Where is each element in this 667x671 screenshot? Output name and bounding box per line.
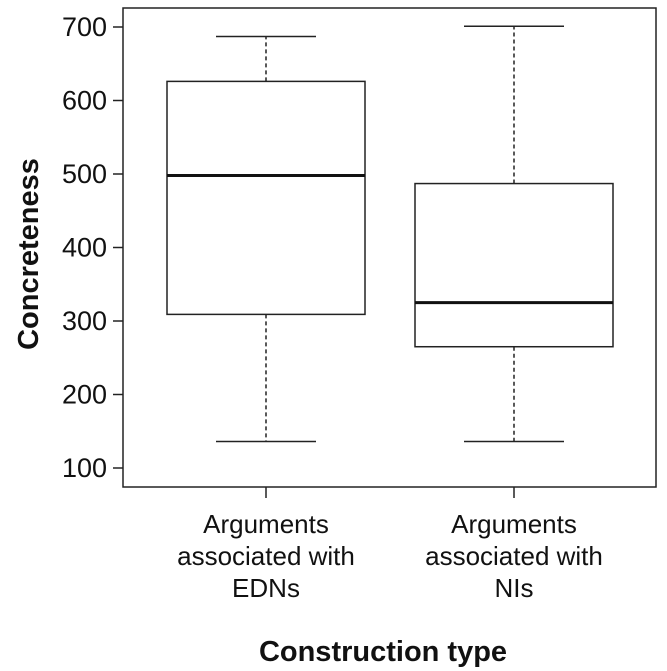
iqr-box [166,80,366,316]
x-category-label: Arguments associated with NIs [425,509,603,603]
y-axis-title: Concreteness [13,158,45,350]
x-category-label: Arguments associated with EDNs [177,509,355,603]
y-tick-label: 200 [62,380,107,410]
x-category-label-line: associated with [425,541,603,571]
x-category-label-line: associated with [177,541,355,571]
iqr-box [414,182,614,348]
x-category-label-line: NIs [495,573,534,603]
x-category-label-line: Arguments [203,509,329,539]
y-tick-label: 300 [62,306,107,336]
y-tick-label: 400 [62,233,107,263]
y-axis: 100 200 300 400 500 600 700 [62,12,123,483]
boxes [166,25,614,443]
x-axis-title: Construction type [259,636,507,668]
y-tick-label: 100 [62,453,107,483]
y-tick-label: 500 [62,159,107,189]
y-tick-label: 600 [62,86,107,116]
x-category-label-line: Arguments [451,509,577,539]
y-tick-label: 700 [62,12,107,42]
x-category-label-line: EDNs [232,573,300,603]
